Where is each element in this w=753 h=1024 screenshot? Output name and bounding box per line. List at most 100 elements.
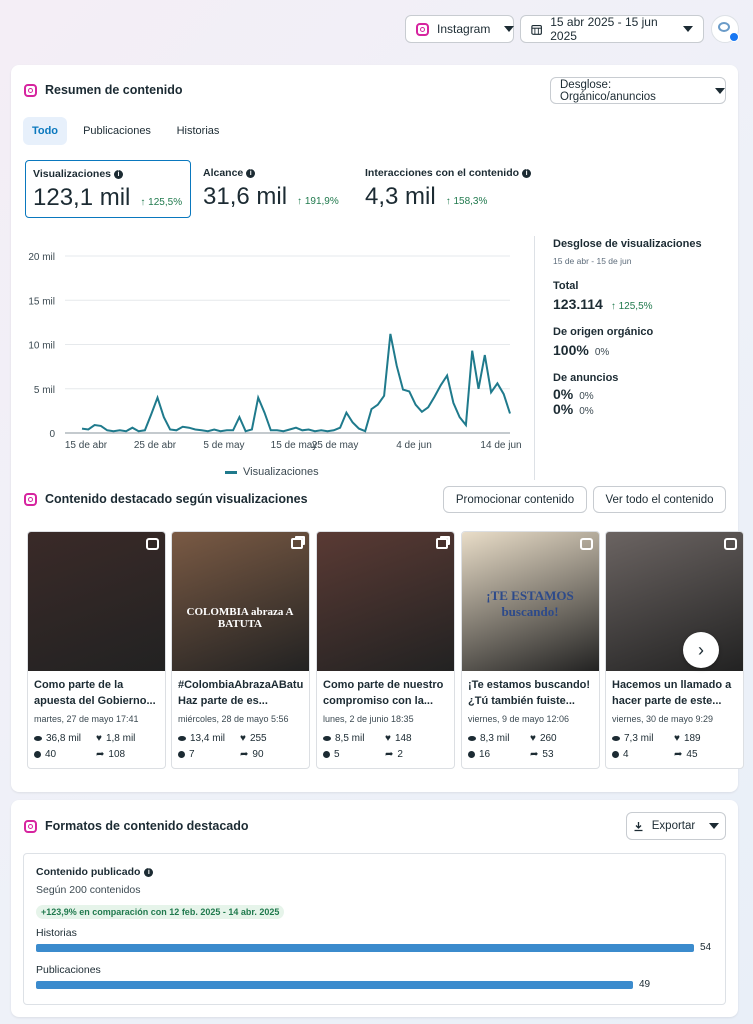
export-dropdown[interactable]: Exportar	[626, 812, 726, 840]
post-views: 7,3 mil	[624, 733, 654, 744]
heart-icon: ♥	[530, 733, 536, 744]
next-arrow-button[interactable]: ›	[683, 632, 719, 668]
eye-icon	[612, 736, 620, 741]
post-comments: 7	[189, 749, 195, 760]
chevron-down-icon	[709, 823, 720, 829]
published-content-box	[23, 853, 726, 1005]
x-tick-label: 5 de may	[203, 440, 244, 451]
y-tick-label: 10 mil	[28, 341, 55, 352]
carousel-icon	[291, 538, 303, 549]
account-avatar[interactable]	[711, 15, 739, 43]
platform-selector[interactable]: Instagram	[405, 15, 515, 43]
share-icon: ➦	[96, 749, 105, 760]
x-tick-label: 4 de jun	[396, 440, 432, 451]
summary-title: Resumen de contenido	[24, 83, 183, 97]
thumbnail-overlay-text: ¡TE ESTAMOS buscando!	[486, 588, 574, 619]
instagram-icon	[24, 492, 37, 506]
facebook-icon	[729, 32, 739, 42]
featured-post-card[interactable]: Como parte de la apuesta del Gobierno...…	[27, 531, 166, 769]
post-likes: 189	[683, 733, 701, 744]
published-title: Contenido publicado i	[36, 866, 154, 878]
info-icon: i	[114, 169, 124, 179]
y-tick-label: 15 mil	[28, 296, 55, 307]
post-likes: 255	[249, 733, 267, 744]
metric-value: 31,6 mil	[203, 183, 288, 210]
info-icon: i	[522, 168, 532, 178]
divider	[534, 236, 535, 480]
heart-icon: ♥	[240, 733, 246, 744]
post-comments: 4	[623, 749, 629, 760]
breakdown-dates: 15 de abr - 15 de jun	[553, 256, 632, 266]
featured-post-card[interactable]: Hacemos un llamado a hacer parte de este…	[605, 531, 744, 769]
reel-icon	[580, 538, 593, 550]
breakdown-title: Desglose de visualizaciones	[553, 238, 702, 250]
x-tick-label: 15 de abr	[65, 440, 108, 451]
post-shares: 45	[686, 749, 698, 760]
platform-label: Instagram	[437, 22, 491, 36]
formats-title: Formatos de contenido destacado	[24, 819, 249, 833]
share-icon: ➦	[674, 749, 683, 760]
stories-value: 54	[700, 942, 712, 953]
post-caption: #ColombiaAbrazaABatuta Haz parte de es..…	[178, 679, 303, 707]
metric-views[interactable]: Visualizaciones i 123,1 mil ↑ 125,5%	[25, 160, 191, 218]
y-tick-label: 0	[49, 429, 55, 440]
comment-icon	[612, 751, 619, 758]
y-tick-label: 5 mil	[34, 385, 55, 396]
post-date: miércoles, 28 de mayo 5:56	[178, 714, 289, 724]
featured-post-card[interactable]: Como parte de nuestro compromiso con la.…	[316, 531, 455, 769]
tab-stories[interactable]: Historias	[176, 125, 220, 137]
tab-posts[interactable]: Publicaciones	[83, 125, 151, 137]
post-likes: 148	[394, 733, 412, 744]
metric-reach[interactable]: Alcance i 31,6 mil ↑ 191,9%	[203, 167, 339, 210]
post-shares: 53	[542, 749, 554, 760]
date-range-selector[interactable]: 15 abr 2025 - 15 jun 2025	[520, 15, 704, 43]
post-thumbnail	[317, 532, 454, 671]
instagram-icon	[24, 819, 37, 833]
post-shares: 108	[108, 749, 126, 760]
reel-icon	[146, 538, 159, 550]
post-views: 13,4 mil	[190, 733, 226, 744]
comment-icon	[34, 751, 41, 758]
post-views: 8,5 mil	[335, 733, 365, 744]
views-series-line	[81, 333, 511, 433]
post-thumbnail: ¡TE ESTAMOS buscando!	[462, 532, 599, 671]
chart-legend: Visualizaciones	[225, 466, 319, 478]
share-icon: ➦	[530, 749, 539, 760]
promote-content-button[interactable]: Promocionar contenido	[443, 486, 587, 513]
x-tick-label: 14 de jun	[480, 440, 521, 451]
logo-mark	[718, 22, 730, 32]
post-date: lunes, 2 de junio 18:35	[323, 714, 414, 724]
breakdown-dropdown[interactable]: Desglose: Orgánico/anuncios	[550, 77, 726, 104]
post-likes: 260	[539, 733, 557, 744]
metric-value: 123,1 mil	[33, 184, 131, 211]
y-tick-label: 20 mil	[28, 252, 55, 263]
comment-icon	[468, 751, 475, 758]
metric-interactions[interactable]: Interacciones con el contenido i 4,3 mil ↑…	[358, 160, 548, 218]
comment-icon	[178, 751, 185, 758]
post-caption: Como parte de la apuesta del Gobierno...	[34, 679, 156, 707]
instagram-icon	[24, 83, 37, 97]
post-shares: 90	[252, 749, 264, 760]
calendar-icon	[531, 24, 542, 35]
comparison-badge: +123,9% en comparación con 12 feb. 2025 …	[36, 905, 285, 919]
heart-icon: ♥	[385, 733, 391, 744]
view-all-content-button[interactable]: Ver todo el contenido	[593, 486, 726, 513]
instagram-icon	[416, 22, 429, 36]
total-value: 123.114	[553, 296, 603, 312]
eye-icon	[468, 736, 476, 741]
post-likes: 1,8 mil	[105, 733, 136, 744]
tab-all[interactable]: Todo	[23, 117, 67, 145]
share-icon: ➦	[385, 749, 394, 760]
share-icon: ➦	[240, 749, 249, 760]
content-count: Según 200 contenidos	[36, 884, 141, 896]
featured-post-card[interactable]: COLOMBIA abraza A BATUTA #ColombiaAbraza…	[171, 531, 310, 769]
post-caption: Como parte de nuestro compromiso con la.…	[323, 679, 444, 707]
post-comments: 40	[45, 749, 57, 760]
chevron-down-icon	[504, 26, 515, 32]
comment-icon	[323, 751, 330, 758]
featured-post-card[interactable]: ¡TE ESTAMOS buscando! ¡Te estamos buscan…	[461, 531, 600, 769]
info-icon: i	[246, 168, 256, 178]
info-icon: i	[144, 867, 154, 877]
heart-icon: ♥	[96, 733, 102, 744]
x-tick-label: 15 de may	[271, 440, 318, 451]
